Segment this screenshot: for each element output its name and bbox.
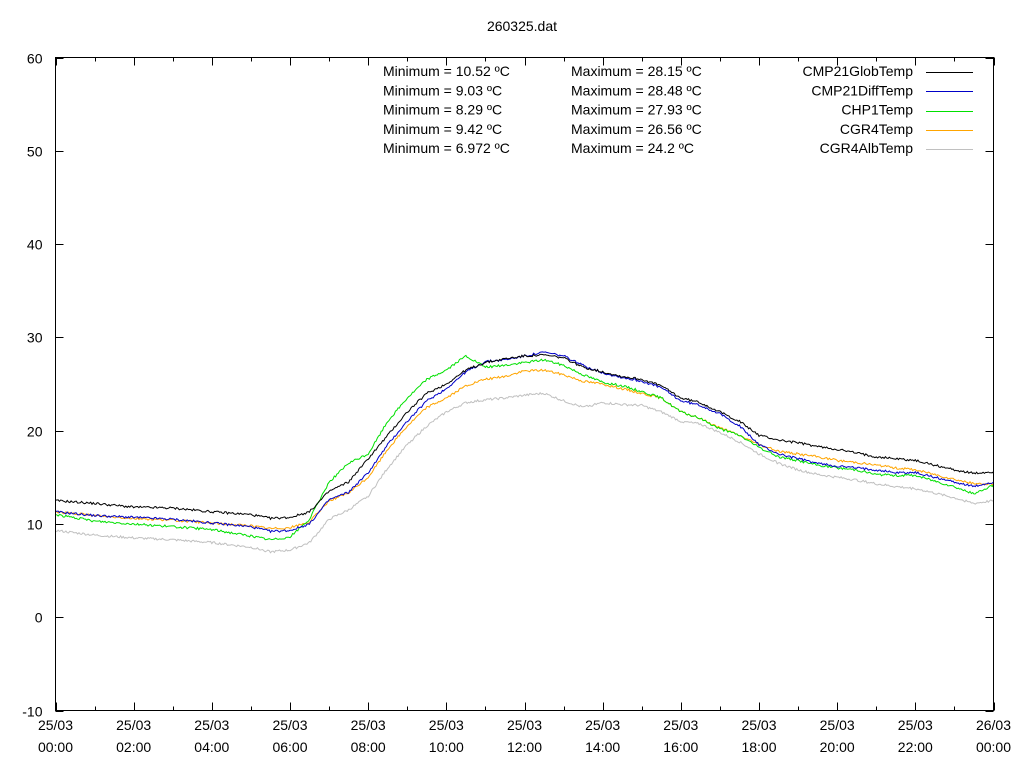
x-tick-date-label: 25/03 xyxy=(272,717,307,733)
legend: CMP21GlobTemp CMP21DiffTemp CHP1Temp CGR4Te… xyxy=(803,63,973,156)
x-tick-date-label: 25/03 xyxy=(663,717,698,733)
x-tick-date-label: 25/03 xyxy=(507,717,542,733)
maximum-stat: Maximum = 26.56 ºC xyxy=(571,121,702,137)
chart-title: 260325.dat xyxy=(487,18,557,34)
x-tick-date-label: 25/03 xyxy=(741,717,776,733)
legend-label: CMP21DiffTemp xyxy=(811,82,913,98)
y-tick-label: 30 xyxy=(27,330,43,346)
x-tick-date-label: 25/03 xyxy=(429,717,464,733)
y-tick-label: 10 xyxy=(27,517,43,533)
y-tick-label: 40 xyxy=(27,237,43,253)
minimum-stat: Minimum = 6.972 ºC xyxy=(383,140,510,156)
x-tick-time-label: 12:00 xyxy=(507,739,542,755)
x-tick-time-label: 00:00 xyxy=(38,739,73,755)
y-tick-label: -10 xyxy=(22,704,42,720)
x-tick-date-label: 26/03 xyxy=(976,717,1011,733)
series-line-chp1temp xyxy=(55,354,994,541)
y-tick-label: 50 xyxy=(27,144,43,160)
x-tick-time-label: 10:00 xyxy=(429,739,464,755)
series-line-cmp21globtemp xyxy=(55,353,994,521)
x-tick-date-label: 25/03 xyxy=(116,717,151,733)
y-tick-label: 60 xyxy=(27,51,43,67)
x-tick-time-label: 18:00 xyxy=(741,739,776,755)
minimum-stat: Minimum = 9.03 ºC xyxy=(383,82,502,98)
x-tick-time-label: 22:00 xyxy=(898,739,933,755)
x-tick-time-label: 14:00 xyxy=(585,739,620,755)
axes: -10 0 10 20 30 40 50 60 25/03 00:00 25/03 02:00 25/0… xyxy=(22,51,1011,756)
x-tick-date-label: 25/03 xyxy=(194,717,229,733)
x-tick-time-label: 00:00 xyxy=(976,739,1011,755)
maximum-stat: Maximum = 28.15 ºC xyxy=(571,63,702,79)
x-tick-time-label: 02:00 xyxy=(116,739,151,755)
series-line-cgr4temp xyxy=(55,368,994,530)
minimum-stat: Minimum = 10.52 ºC xyxy=(383,63,510,79)
series-line-cgr4albtemp xyxy=(55,391,994,554)
x-tick-time-label: 06:00 xyxy=(272,739,307,755)
legend-label: CGR4AlbTemp xyxy=(820,140,914,156)
x-tick-date-label: 25/03 xyxy=(38,717,73,733)
y-tick-label: 0 xyxy=(35,610,43,626)
legend-label: CMP21GlobTemp xyxy=(803,63,914,79)
series-line-cmp21difftemp xyxy=(55,351,994,534)
minimum-stat: Minimum = 8.29 ºC xyxy=(383,102,502,118)
maximum-stat: Maximum = 28.48 ºC xyxy=(571,82,702,98)
x-tick-date-label: 25/03 xyxy=(351,717,386,733)
maximum-stat: Maximum = 27.93 ºC xyxy=(571,102,702,118)
x-tick-date-label: 25/03 xyxy=(898,717,933,733)
plot-border xyxy=(55,57,994,711)
stats-annotations: Minimum = 10.52 ºC Maximum = 28.15 ºC Mini… xyxy=(383,63,702,156)
x-tick-time-label: 04:00 xyxy=(194,739,229,755)
x-tick-date-label: 25/03 xyxy=(820,717,855,733)
maximum-stat: Maximum = 24.2 ºC xyxy=(571,140,694,156)
series-lines xyxy=(55,351,994,554)
legend-label: CHP1Temp xyxy=(841,102,913,118)
x-tick-time-label: 20:00 xyxy=(820,739,855,755)
y-tick-label: 20 xyxy=(27,424,43,440)
minimum-stat: Minimum = 9.42 ºC xyxy=(383,121,502,137)
x-tick-date-label: 25/03 xyxy=(585,717,620,733)
legend-label: CGR4Temp xyxy=(840,121,913,137)
x-tick-time-label: 08:00 xyxy=(351,739,386,755)
x-tick-time-label: 16:00 xyxy=(663,739,698,755)
